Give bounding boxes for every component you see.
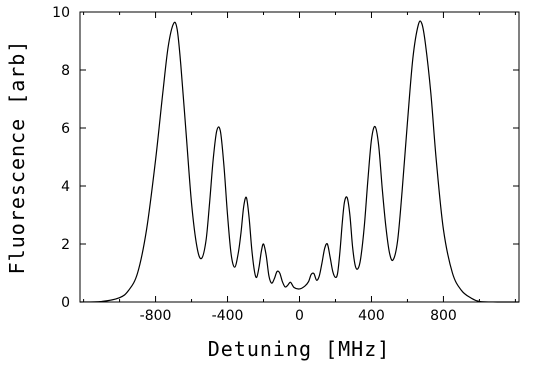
x-tick-label: 0 bbox=[295, 308, 304, 324]
y-axis-title: Fluorescence [arb] bbox=[5, 40, 29, 275]
x-tick-label: -400 bbox=[212, 308, 244, 324]
x-tick-label: -800 bbox=[140, 308, 172, 324]
y-tick-label: 6 bbox=[61, 121, 70, 137]
axis-tick-labels: -800 -400 0 400 800 0 2 4 6 8 10 bbox=[52, 5, 457, 324]
x-axis-title: Detuning [MHz] bbox=[208, 337, 391, 361]
y-tick-label: 8 bbox=[61, 63, 70, 79]
y-tick-label: 0 bbox=[61, 295, 70, 311]
plot-frame bbox=[79, 11, 520, 303]
y-tick-label: 2 bbox=[61, 237, 70, 253]
x-tick-label: 800 bbox=[430, 308, 457, 324]
y-tick-label: 4 bbox=[61, 179, 70, 195]
fluorescence-curve bbox=[79, 20, 519, 303]
axis-ticks bbox=[80, 11, 519, 303]
x-tick-label: 400 bbox=[358, 308, 385, 324]
y-tick-label: 10 bbox=[52, 5, 70, 21]
